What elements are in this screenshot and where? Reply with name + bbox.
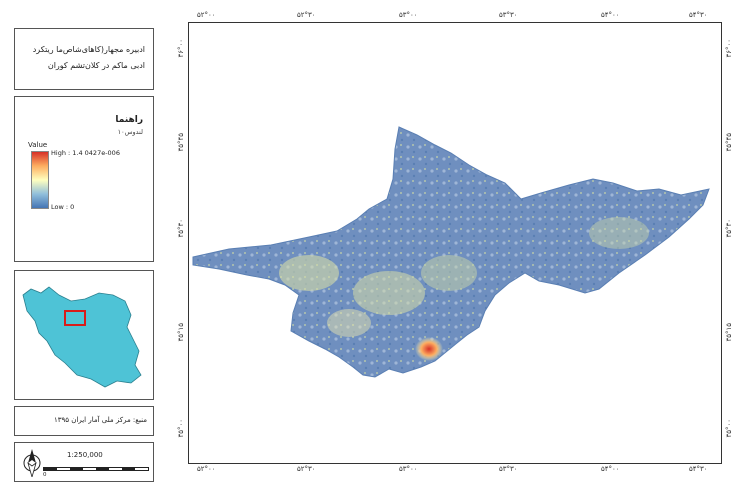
- left-tick: ۳۵°۳۰: [177, 219, 185, 238]
- light-zone-4: [589, 217, 649, 249]
- main-map-frame: ۵۲°۰۰ ۵۲°۳۰ ۵۳°۰۰ ۵۳°۳۰ ۵۴°۰۰ ۵۴°۳۰ ۵۲°۰…: [177, 11, 733, 473]
- north-arrow-icon: [23, 449, 41, 477]
- light-zone-3: [421, 255, 477, 291]
- light-zone-2: [353, 271, 425, 315]
- legend-color-ramp: [31, 151, 49, 209]
- legend-subtitle: لندوس۱۰: [117, 128, 143, 136]
- scale-tick: 0: [43, 472, 47, 478]
- scale-panel: 1:250,000 0: [14, 442, 154, 482]
- bottom-tick: ۵۴°۳۰: [689, 465, 708, 473]
- left-tick: ۳۶°۰۰: [177, 39, 185, 58]
- study-area-highlight: [64, 310, 86, 326]
- hotspot: [415, 337, 443, 361]
- light-zone-1: [279, 255, 339, 291]
- inset-map-panel: [14, 270, 154, 400]
- scale-text: 1:250,000: [67, 451, 103, 459]
- right-tick: ۳۵°۱۵: [725, 323, 733, 342]
- credit-text: منبع: مرکز ملی آمار ایران ۱۳۹۵: [54, 416, 147, 424]
- legend-panel: راهنما لندوس۱۰ Value High : 1.4 0427e-00…: [14, 96, 154, 262]
- legend-high-label: High : 1.4 0427e-006: [51, 149, 120, 157]
- top-tick: ۵۴°۳۰: [689, 11, 708, 19]
- right-tick: ۳۵°۰۰: [725, 419, 733, 438]
- credit-panel: منبع: مرکز ملی آمار ایران ۱۳۹۵: [14, 406, 154, 436]
- bottom-tick: ۵۳°۳۰: [499, 465, 518, 473]
- top-tick: ۵۲°۰۰: [197, 11, 216, 19]
- right-tick: ۳۶°۰۰: [725, 39, 733, 58]
- legend-low-label: Low : 0: [51, 203, 75, 211]
- inset-iran-map: [22, 286, 142, 388]
- bottom-tick: ۵۲°۳۰: [297, 465, 316, 473]
- left-tick: ۳۵°۰۰: [177, 419, 185, 438]
- left-tick: ۳۵°۴۵: [177, 133, 185, 152]
- scale-tick-labels: 0: [43, 472, 149, 478]
- legend-heading: راهنما: [115, 115, 143, 125]
- map-title-line-2: ادبی ماکم در کلان‌تشم کوران: [47, 61, 145, 70]
- map-title-panel: ادبیره مجهار(کاهای‌شا‌ص‌ما ریتکرد ادبی م…: [14, 28, 154, 90]
- right-tick: ۳۵°۴۵: [725, 133, 733, 152]
- bottom-tick: ۵۴°۰۰: [601, 465, 620, 473]
- scale-bar: [43, 467, 149, 471]
- map-title-line-1: ادبیره مجهار(کاهای‌شا‌ص‌ما ریتکرد: [32, 45, 145, 54]
- light-zone-5: [327, 309, 371, 337]
- top-tick: ۵۳°۰۰: [399, 11, 418, 19]
- bottom-tick: ۵۲°۰۰: [197, 465, 216, 473]
- top-tick: ۵۴°۰۰: [601, 11, 620, 19]
- right-tick: ۳۵°۳۰: [725, 219, 733, 238]
- tehran-region-map: [192, 126, 710, 378]
- left-tick: ۳۵°۱۵: [177, 323, 185, 342]
- legend-value-label: Value: [28, 141, 48, 149]
- top-tick: ۵۲°۳۰: [297, 11, 316, 19]
- top-tick: ۵۳°۳۰: [499, 11, 518, 19]
- study-region: [192, 126, 710, 378]
- iran-shape: [22, 286, 142, 388]
- bottom-tick: ۵۳°۰۰: [399, 465, 418, 473]
